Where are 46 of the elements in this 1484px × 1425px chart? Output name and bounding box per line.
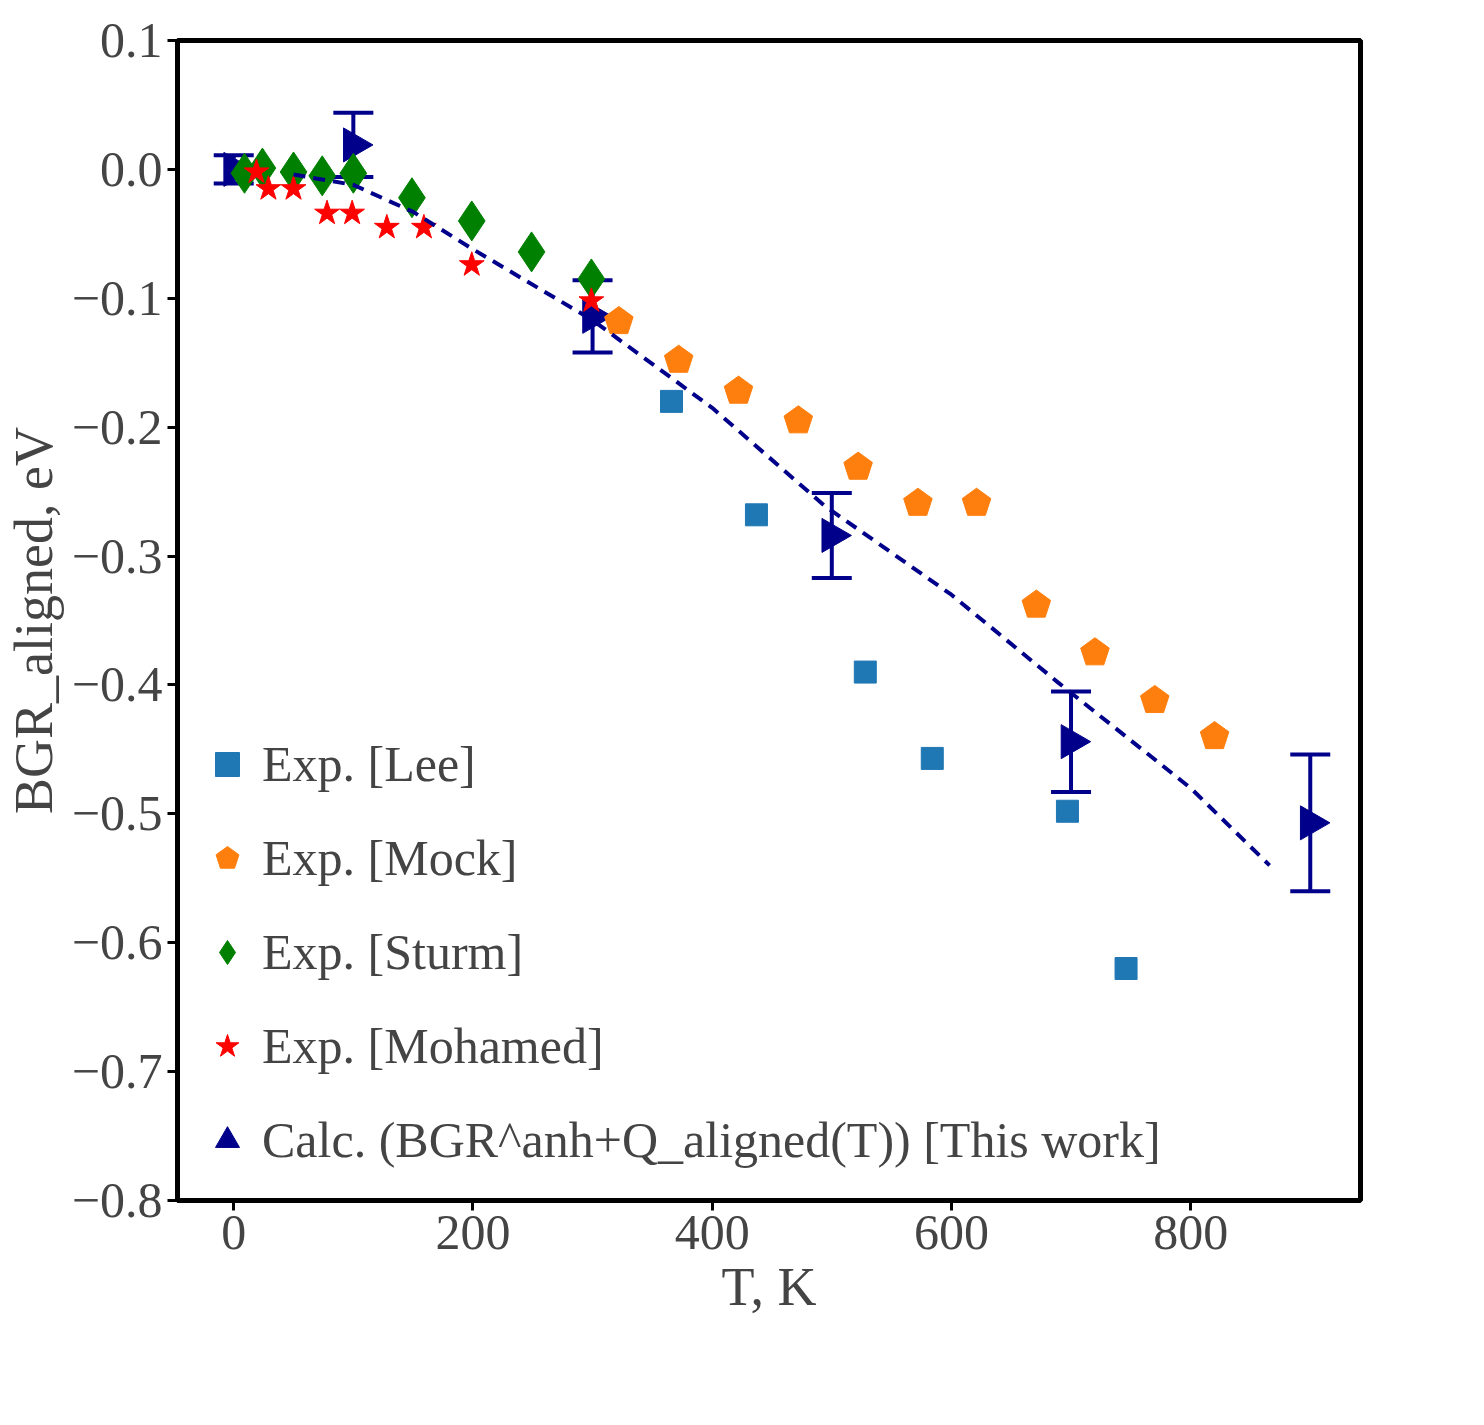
point [1139, 684, 1170, 714]
point [280, 175, 307, 200]
y-tick-label: −0.2 [71, 398, 163, 455]
point [314, 199, 340, 225]
point [1114, 957, 1138, 980]
point [1080, 637, 1110, 666]
x-tick-label: 600 [913, 1203, 989, 1260]
legend-label: Exp. [Mohamed] [262, 1017, 604, 1076]
y-axis-title: BGR_aligned, eV [3, 427, 64, 814]
y-tick-label: 0.1 [100, 12, 163, 68]
point [578, 287, 605, 312]
point [373, 213, 400, 239]
y-tick-label: −0.1 [71, 269, 163, 326]
point [843, 451, 873, 480]
legend-label: Exp. [Lee] [262, 735, 476, 794]
point [255, 175, 282, 200]
x-tick-label: 0 [221, 1203, 247, 1260]
point [1021, 589, 1052, 618]
point [411, 213, 437, 239]
legend-label: Exp. [Mock] [262, 829, 518, 888]
y-tick-label: −0.5 [71, 785, 163, 842]
point [961, 487, 992, 516]
y-tick-label: −0.3 [71, 527, 163, 584]
point [744, 503, 768, 527]
point [339, 199, 365, 225]
y-tick-label: 0.0 [100, 140, 163, 197]
y-tick-label: −0.7 [71, 1043, 163, 1100]
x-tick-label: 200 [435, 1203, 511, 1260]
point [903, 487, 933, 516]
y-tick-label: −0.6 [71, 914, 163, 971]
legend-label: Exp. [Sturm] [262, 923, 524, 982]
point [604, 305, 634, 335]
point [660, 389, 684, 413]
point [243, 158, 270, 183]
point [1199, 721, 1230, 750]
x-tick-label: 800 [1153, 1203, 1229, 1260]
legend-label: Calc. (BGR^anh+Q_aligned(T)) [This work] [262, 1111, 1161, 1170]
point [663, 344, 694, 373]
point [723, 375, 754, 404]
point [920, 746, 944, 770]
point [458, 251, 485, 276]
y-tick-label: −0.8 [71, 1172, 163, 1228]
point [783, 405, 814, 434]
point [1055, 799, 1079, 823]
point [853, 660, 877, 684]
y-tick-label: −0.4 [71, 656, 163, 713]
